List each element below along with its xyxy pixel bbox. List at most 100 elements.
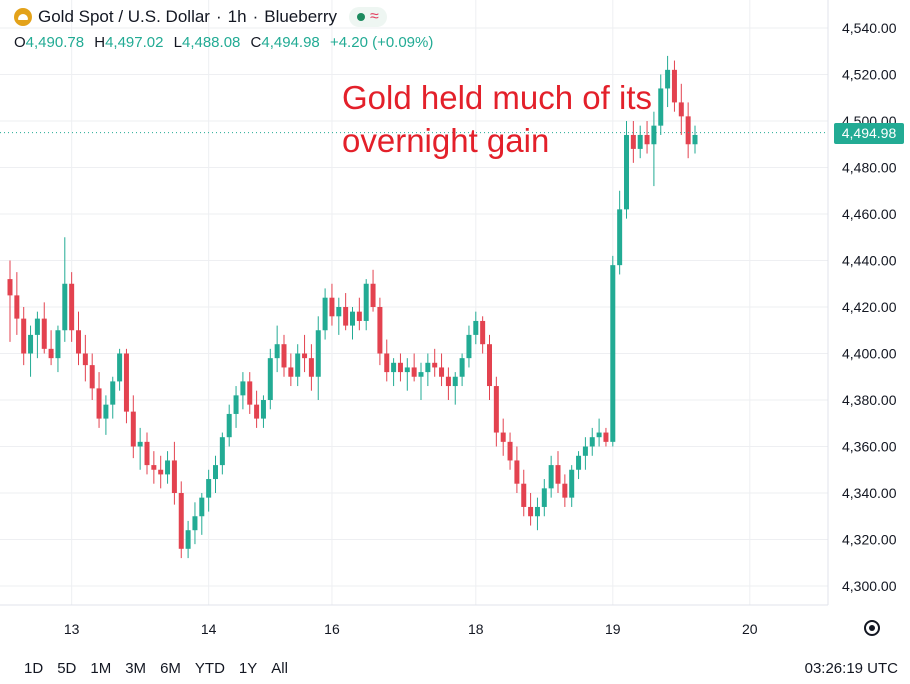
- time-tick-label: 14: [201, 621, 217, 637]
- candle-body: [610, 265, 616, 442]
- candle-body: [89, 365, 95, 389]
- low-value: 4,488.08: [181, 34, 241, 51]
- price-tick-label: 4,440.00: [842, 253, 897, 269]
- candle-body: [493, 386, 499, 433]
- candle-body: [411, 367, 417, 377]
- candle-body: [69, 283, 75, 331]
- candle-body: [678, 102, 684, 117]
- candle-body: [624, 134, 629, 210]
- candle: [514, 446, 520, 493]
- candle-body: [322, 297, 328, 331]
- candle-body: [158, 469, 164, 475]
- candle-body: [500, 432, 506, 442]
- candle-body: [487, 344, 492, 387]
- candle-body: [103, 404, 109, 419]
- candle-body: [137, 441, 143, 447]
- candle: [685, 102, 691, 159]
- gold-logo-icon: [14, 8, 32, 26]
- price-tick-label: 4,540.00: [842, 20, 897, 36]
- candle-body: [55, 330, 61, 359]
- time-axis[interactable]: 13 14 16 18 19 20: [64, 621, 758, 637]
- price-tick-label: 4,320.00: [842, 532, 897, 548]
- candle-body: [459, 358, 465, 377]
- candle-body: [117, 353, 123, 382]
- time-tick-label: 19: [605, 621, 621, 637]
- range-button-6m[interactable]: 6M: [160, 660, 181, 677]
- range-button-3m[interactable]: 3M: [125, 660, 147, 677]
- candle-body: [14, 295, 20, 319]
- candle-body: [480, 320, 486, 345]
- range-button-all[interactable]: All: [271, 660, 288, 677]
- candle-body: [528, 506, 534, 517]
- candle-body: [452, 376, 458, 387]
- candle: [144, 432, 150, 475]
- candle: [678, 83, 684, 135]
- header-separator: ·: [215, 7, 222, 26]
- candle-body: [254, 404, 260, 419]
- candle-body: [377, 307, 383, 354]
- candle: [582, 437, 588, 470]
- candle: [110, 376, 116, 419]
- candle: [308, 344, 314, 391]
- candle-body: [596, 432, 602, 438]
- candle: [96, 372, 102, 428]
- price-tick-label: 4,420.00: [842, 299, 897, 315]
- close-value: 4,494.98: [261, 34, 320, 51]
- range-button-ytd[interactable]: YTD: [194, 660, 225, 677]
- candle: [350, 307, 355, 340]
- candle: [521, 469, 527, 517]
- candle: [624, 121, 629, 219]
- candle: [459, 353, 465, 387]
- settings-icon[interactable]: [864, 620, 880, 636]
- candle-body: [336, 307, 342, 317]
- range-button-1y[interactable]: 1Y: [238, 660, 258, 677]
- date-range-selector: 1D 5D 1M 3M 6M YTD 1Y All: [24, 660, 288, 677]
- candle: [69, 272, 75, 342]
- candle-body: [425, 362, 431, 373]
- range-button-1m[interactable]: 1M: [90, 660, 112, 677]
- candle: [14, 272, 20, 335]
- candle: [281, 334, 287, 377]
- candle: [130, 395, 136, 459]
- source-label: Blueberry: [264, 7, 337, 26]
- price-tick-label: 4,360.00: [842, 439, 897, 455]
- candle: [240, 372, 246, 410]
- price-axis[interactable]: 4,300.00 4,320.00 4,340.00 4,360.00 4,380.00…: [842, 20, 897, 594]
- candle-body: [630, 134, 636, 149]
- price-tick-label: 4,480.00: [842, 160, 897, 176]
- candle-body: [28, 334, 34, 354]
- candle: [630, 121, 636, 163]
- candle-body: [82, 353, 88, 366]
- candle: [548, 455, 554, 498]
- candle-body: [76, 330, 81, 354]
- candle-body: [507, 441, 513, 461]
- candle: [165, 451, 171, 484]
- price-tick-label: 4,380.00: [842, 392, 897, 408]
- range-button-5d[interactable]: 5D: [57, 660, 77, 677]
- candle: [432, 348, 438, 377]
- range-button-1d[interactable]: 1D: [24, 660, 44, 677]
- candle-body: [397, 362, 403, 373]
- time-tick-label: 20: [742, 621, 758, 637]
- annotation-line-2: overnight gain: [342, 122, 550, 159]
- candle: [500, 418, 506, 456]
- instrument-name[interactable]: Gold Spot / U.S. Dollar: [38, 7, 210, 26]
- change-value: +4.20 (+0.09%): [329, 34, 434, 51]
- candle-body: [274, 344, 280, 359]
- market-open-dot-icon: [357, 13, 365, 21]
- candle-body: [123, 353, 129, 412]
- low-key: L: [173, 34, 182, 51]
- market-status-badge[interactable]: ≈: [349, 7, 387, 27]
- candle: [603, 427, 609, 447]
- candle: [343, 293, 349, 331]
- candle-body: [240, 381, 246, 396]
- candle: [555, 451, 561, 493]
- candle: [76, 311, 81, 366]
- candle-body: [41, 318, 47, 349]
- interval-label[interactable]: 1h: [227, 7, 247, 26]
- candle: [397, 353, 403, 382]
- candle-body: [219, 437, 225, 466]
- candle-body: [178, 493, 184, 549]
- candle-body: [96, 388, 102, 419]
